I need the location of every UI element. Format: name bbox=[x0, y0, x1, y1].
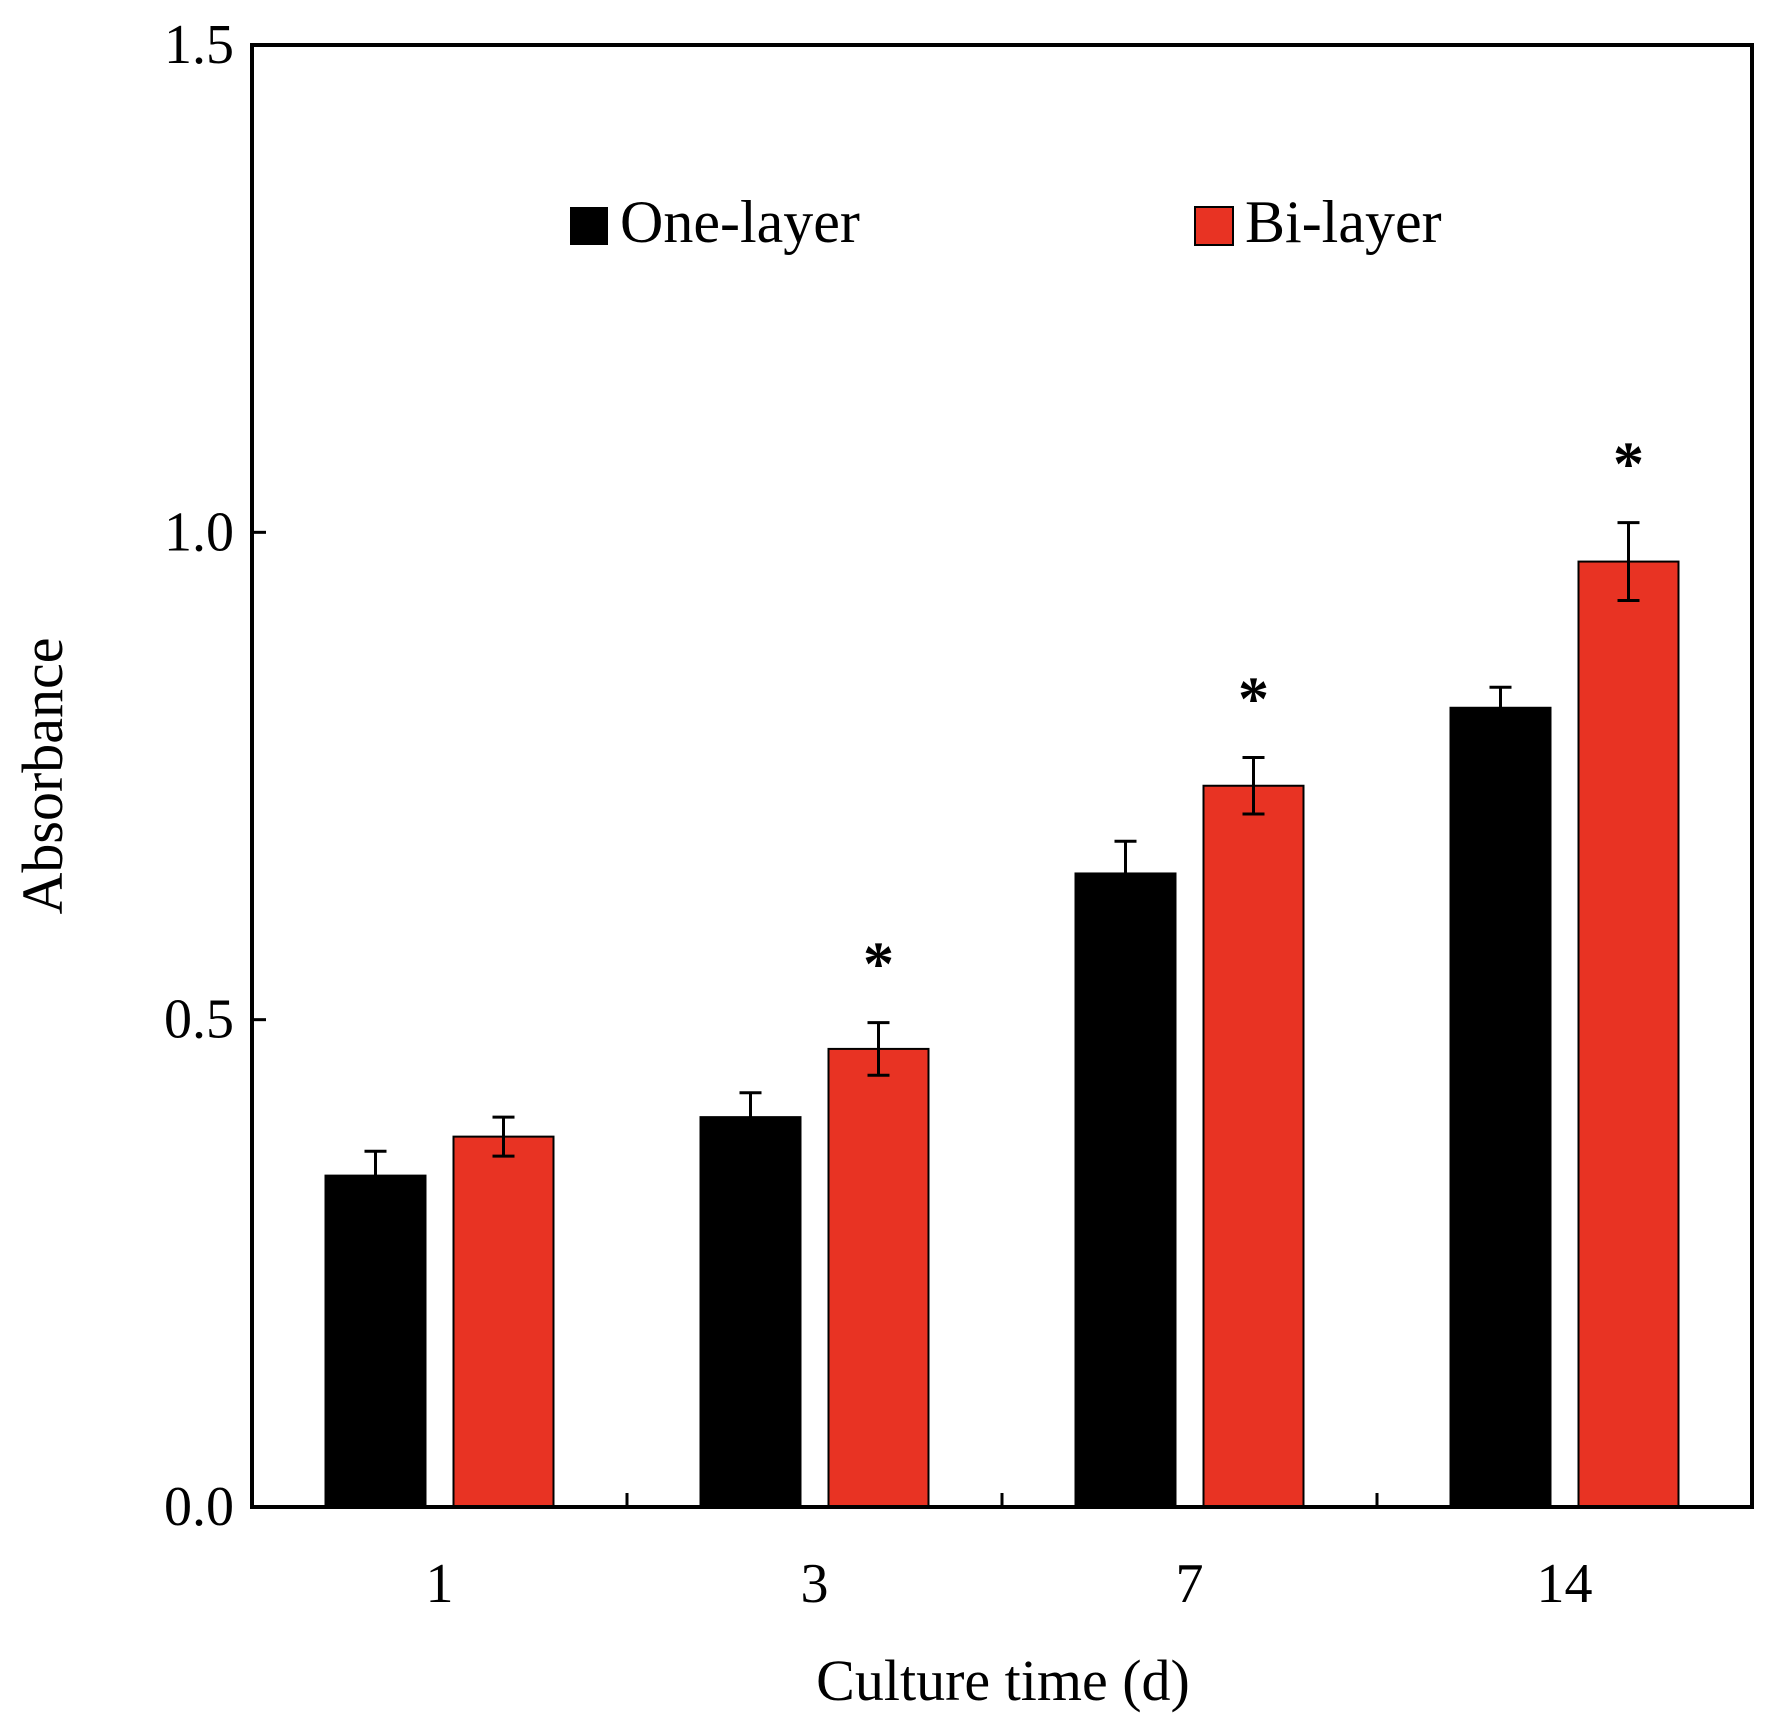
error-bar-bi-layer-14 bbox=[1617, 521, 1640, 603]
legend: One-layer Bi-layer bbox=[570, 189, 1442, 255]
x-tick-label-7: 7 bbox=[1176, 1553, 1204, 1615]
x-axis: 1 3 7 14 bbox=[426, 1493, 1593, 1615]
error-bar-one-layer-7 bbox=[1114, 839, 1137, 874]
bar-one-layer-7 bbox=[1074, 872, 1177, 1508]
bar-bi-layer-1 bbox=[452, 1135, 555, 1509]
error-bar-one-layer-14 bbox=[1489, 685, 1512, 708]
x-tick-label-14: 14 bbox=[1537, 1553, 1593, 1615]
bar-one-layer-1 bbox=[324, 1174, 427, 1508]
y-tick-label: 1.0 bbox=[164, 501, 234, 563]
y-tick-label: 1.5 bbox=[164, 14, 234, 76]
y-tick-label: 0.5 bbox=[164, 989, 234, 1051]
y-axis-title: Absorbance bbox=[10, 637, 75, 914]
legend-label-one-layer: One-layer bbox=[620, 189, 860, 255]
significance-asterisk-14: * bbox=[1613, 431, 1644, 499]
bar-one-layer-14 bbox=[1449, 706, 1552, 1508]
legend-swatch-bi-layer bbox=[1194, 206, 1234, 246]
error-bar-bi-layer-3 bbox=[867, 1021, 890, 1077]
x-tick-label-3: 3 bbox=[801, 1553, 829, 1615]
bars-layer bbox=[324, 560, 1680, 1509]
bar-bi-layer-7 bbox=[1202, 784, 1305, 1508]
bar-bi-layer-14 bbox=[1577, 560, 1680, 1508]
error-bar-one-layer-3 bbox=[739, 1091, 762, 1118]
bar-one-layer-3 bbox=[699, 1116, 802, 1508]
y-axis: 0.0 0.5 1.0 1.5 bbox=[164, 14, 266, 1538]
bar-bi-layer-3 bbox=[827, 1047, 930, 1508]
error-bars-layer bbox=[364, 521, 1640, 1176]
x-axis-title: Culture time (d) bbox=[816, 1648, 1190, 1713]
legend-label-bi-layer: Bi-layer bbox=[1245, 189, 1442, 255]
significance-asterisk-7: * bbox=[1238, 665, 1269, 733]
significance-markers: * * * bbox=[863, 431, 1644, 999]
error-bar-bi-layer-7 bbox=[1242, 755, 1265, 816]
error-bar-bi-layer-1 bbox=[492, 1115, 515, 1158]
y-tick-label: 0.0 bbox=[164, 1476, 234, 1538]
error-bar-one-layer-1 bbox=[364, 1149, 387, 1176]
legend-swatch-one-layer bbox=[570, 207, 608, 245]
significance-asterisk-3: * bbox=[863, 931, 894, 999]
x-tick-label-1: 1 bbox=[426, 1553, 454, 1615]
